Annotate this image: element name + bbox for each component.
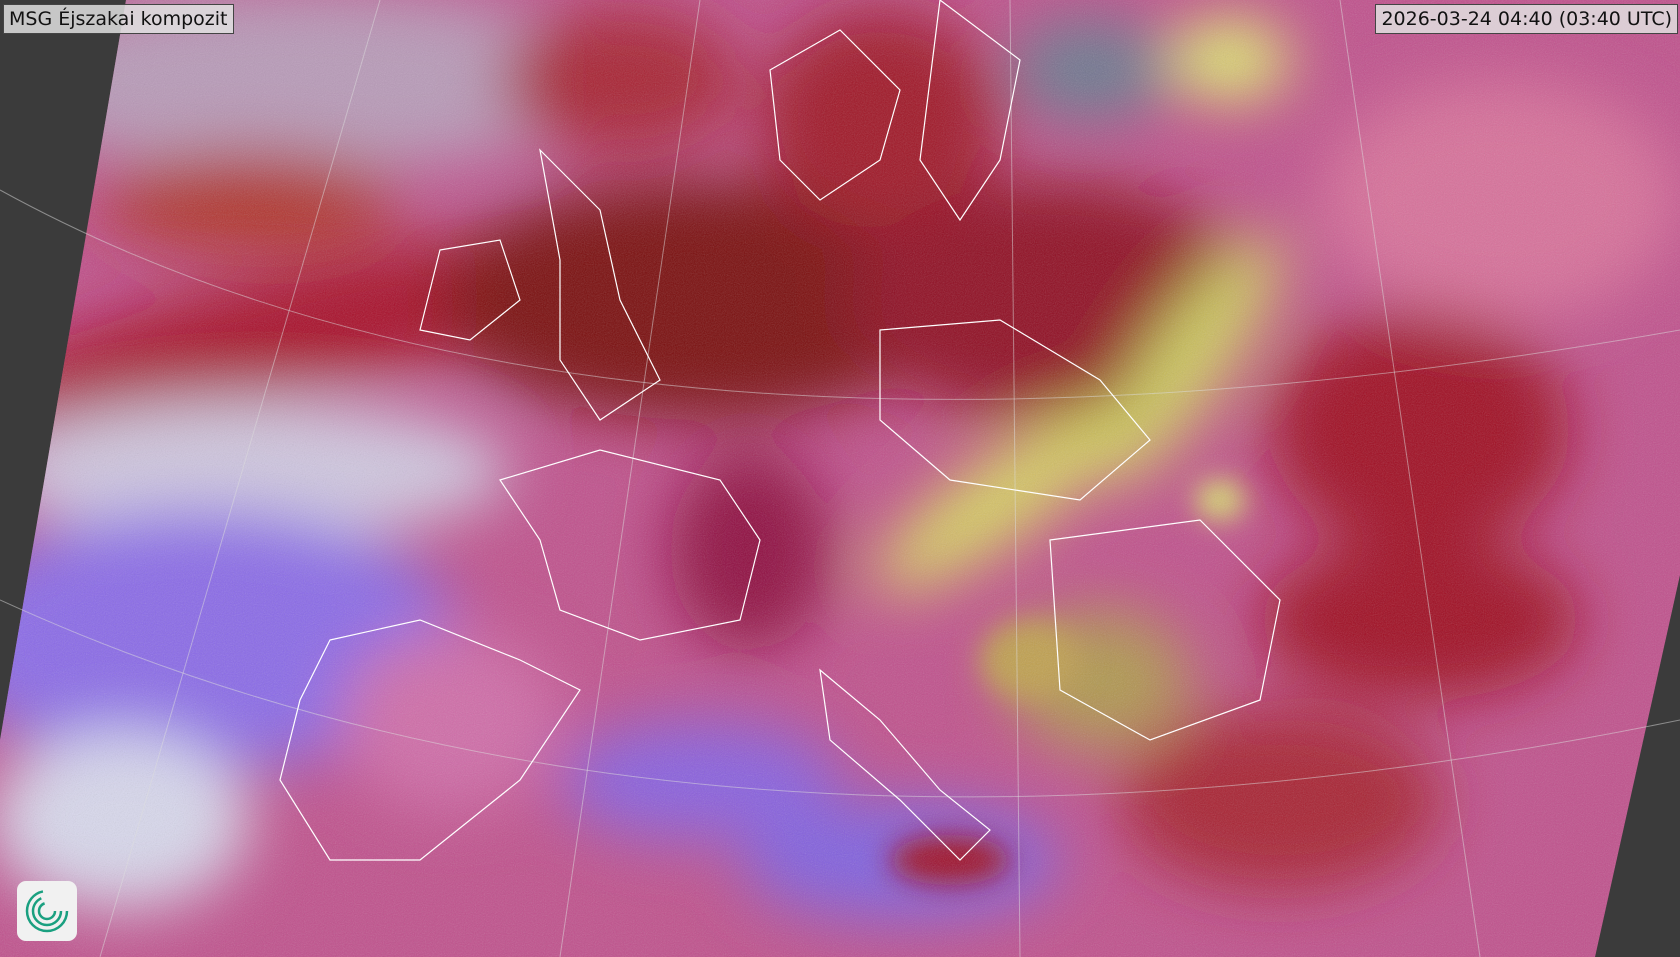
- product-title: MSG Éjszakai kompozit: [3, 4, 234, 34]
- spiral-logo-icon: [17, 881, 77, 941]
- timestamp-label: 2026-03-24 04:40 (03:40 UTC): [1375, 4, 1678, 34]
- country-borders: [279, 0, 1281, 861]
